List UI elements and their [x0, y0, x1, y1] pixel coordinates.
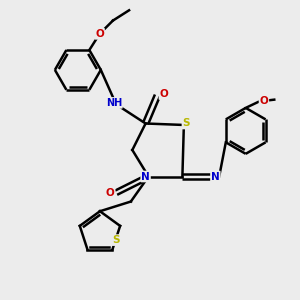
Text: N: N: [211, 172, 220, 182]
Text: O: O: [260, 96, 268, 106]
Text: S: S: [182, 118, 190, 128]
Text: NH: NH: [106, 98, 122, 108]
Text: O: O: [160, 89, 168, 99]
Text: O: O: [106, 188, 115, 198]
Text: N: N: [141, 172, 150, 182]
Text: S: S: [112, 235, 120, 245]
Text: O: O: [95, 29, 104, 39]
